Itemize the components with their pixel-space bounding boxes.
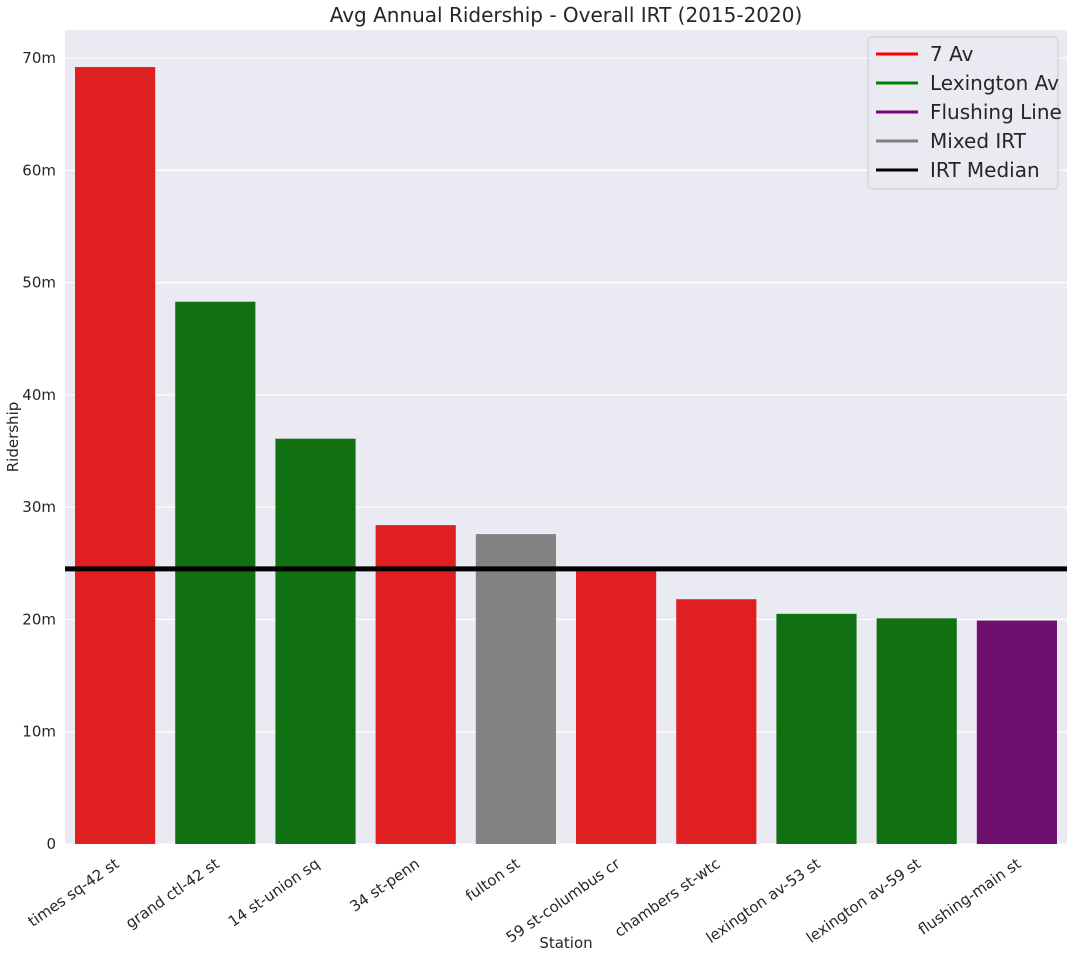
x-tick-label: fulton st (462, 854, 523, 904)
bar-4 (375, 525, 456, 844)
legend: 7 Av Lexington Av Flushing Line Mixed IRT IR… (867, 36, 1062, 190)
x-axis-label: Station (539, 934, 592, 952)
bars (75, 67, 1057, 845)
y-tick-label: 60m (22, 161, 56, 179)
x-tick-labels: times sq-42 st grand ctl-42 st 14 st-union… (25, 854, 1025, 947)
y-tick-label: 20m (22, 610, 56, 628)
x-tick-label: 34 st-penn (347, 855, 423, 916)
bar-1 (75, 67, 156, 845)
legend-box (867, 36, 1059, 190)
bar-2 (175, 301, 256, 844)
x-tick-label: times sq-42 st (25, 854, 123, 930)
legend-label: IRT Median (930, 158, 1040, 182)
x-tick-label: grand ctl-42 st (122, 854, 222, 932)
bar-9 (876, 618, 957, 844)
bar-10 (976, 620, 1057, 844)
legend-label: Mixed IRT (930, 129, 1027, 153)
bar-5 (475, 534, 556, 844)
chart-title: Avg Annual Ridership - Overall IRT (2015… (330, 3, 803, 27)
y-tick-label: 40m (22, 386, 56, 404)
x-tick-label: chambers st-wtc (611, 855, 723, 941)
bar-3 (275, 438, 356, 844)
y-tick-label: 30m (22, 498, 56, 516)
y-tick-label: 50m (22, 274, 56, 292)
y-tick-label: 70m (22, 49, 56, 67)
bar-8 (776, 613, 857, 844)
y-tick-label: 0 (46, 835, 56, 853)
y-axis-label: Ridership (4, 402, 22, 473)
bar-7 (676, 599, 757, 844)
x-tick-label: flushing-main st (915, 854, 1024, 938)
x-tick-label: 14 st-union sq (225, 855, 323, 931)
legend-label: 7 Av (930, 42, 974, 66)
legend-label: Lexington Av (930, 71, 1059, 95)
y-tick-label: 10m (22, 723, 56, 741)
y-tick-labels: 0 10m 20m 30m 40m 50m 60m 70m (22, 49, 56, 853)
bar-6 (576, 567, 657, 844)
legend-label: Flushing Line (930, 100, 1062, 124)
